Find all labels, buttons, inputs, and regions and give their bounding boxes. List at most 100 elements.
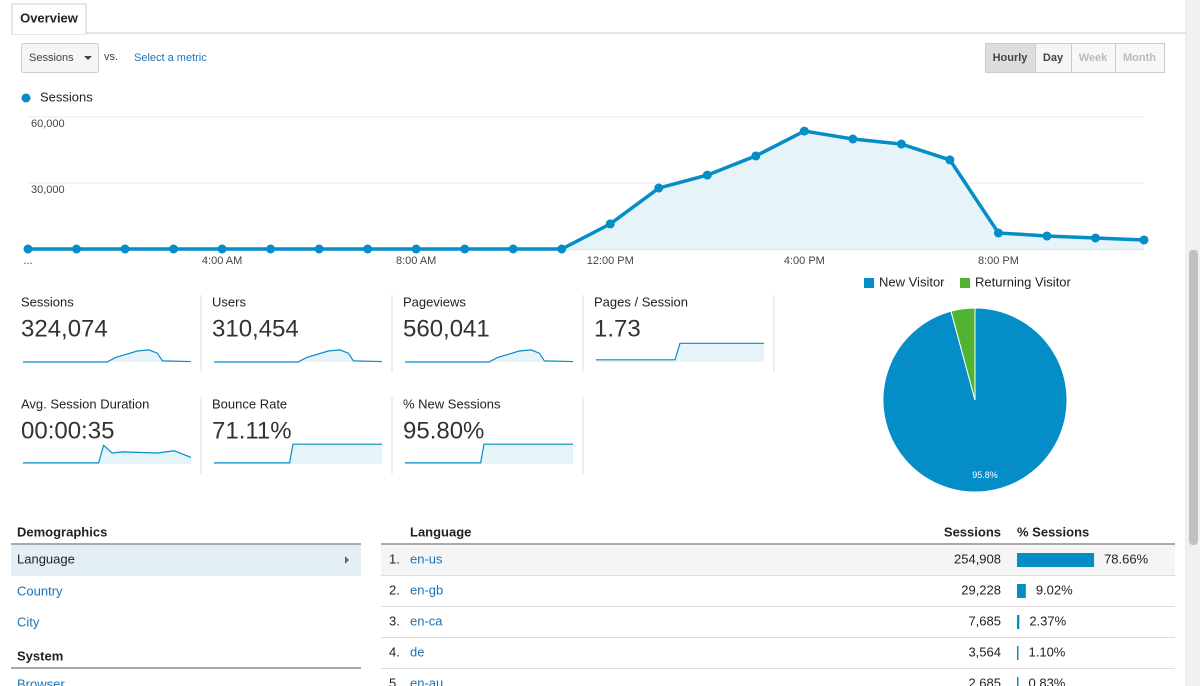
line bbox=[28, 129, 1145, 251]
metric-dropdown-label[interactable]: Sessions bbox=[29, 52, 74, 64]
sparkline bbox=[214, 349, 383, 363]
percent-label: 2.37% bbox=[1029, 613, 1066, 628]
row-language[interactable]: de bbox=[410, 644, 424, 659]
nav-arrow bbox=[345, 556, 349, 564]
percent-label: 0.83% bbox=[1029, 675, 1066, 686]
row-rank: 2. bbox=[389, 582, 400, 597]
scorecard-label: Pages / Session bbox=[594, 294, 688, 309]
scorecard-value: 71.11% bbox=[212, 417, 292, 444]
table-header: Sessions bbox=[944, 524, 1001, 539]
point bbox=[23, 244, 33, 254]
time-button bbox=[1071, 43, 1116, 73]
scorecards: Sessions 324,074 Users 310,454 Pageviews 560,… bbox=[21, 294, 775, 474]
tab-label[interactable]: Overview bbox=[20, 10, 79, 25]
legend-label: New Visitor bbox=[879, 274, 945, 289]
point bbox=[993, 228, 1003, 238]
table-header: % Sessions bbox=[1017, 524, 1089, 539]
scorecard-value: 310,454 bbox=[212, 315, 299, 342]
row-sessions: 3,564 bbox=[968, 644, 1001, 659]
legend-marker bbox=[21, 93, 31, 103]
row-sessions: 254,908 bbox=[954, 551, 1001, 566]
point bbox=[605, 219, 615, 229]
select-metric-link[interactable]: Select a metric bbox=[134, 52, 207, 64]
scorecard-label: Sessions bbox=[21, 294, 74, 309]
row-rank: 3. bbox=[389, 613, 400, 628]
nav-item[interactable]: Country bbox=[17, 583, 63, 598]
percent-label: 1.10% bbox=[1029, 644, 1066, 659]
time-button-label: Month bbox=[1123, 52, 1156, 64]
sparkline-area bbox=[596, 343, 764, 362]
scrollbar-thumb[interactable] bbox=[1189, 250, 1198, 545]
area bbox=[28, 131, 1144, 249]
point bbox=[120, 244, 130, 254]
pie-label: 95.8% bbox=[972, 470, 998, 480]
scorecard-value: 00:00:35 bbox=[21, 417, 114, 444]
point bbox=[1090, 233, 1100, 243]
percent-bar bbox=[1017, 646, 1019, 660]
time-button-label[interactable]: Hourly bbox=[993, 52, 1029, 64]
percent-bar bbox=[1017, 553, 1095, 567]
scorecard-value: 560,041 bbox=[403, 315, 490, 342]
row-language[interactable]: en-ca bbox=[410, 613, 443, 628]
pie-slice bbox=[882, 307, 1068, 493]
sparkline bbox=[23, 349, 192, 363]
scorecard-value: 95.80% bbox=[403, 417, 484, 444]
point bbox=[363, 244, 373, 254]
point bbox=[848, 134, 858, 144]
nav-item[interactable]: City bbox=[17, 614, 40, 629]
sparkline-area bbox=[23, 445, 191, 464]
tab[interactable] bbox=[11, 3, 87, 35]
row-sessions: 2,685 bbox=[968, 675, 1001, 686]
row-language[interactable]: en-us bbox=[410, 551, 443, 566]
point bbox=[460, 244, 470, 254]
row-language[interactable]: en-gb bbox=[410, 582, 443, 597]
table: Language Sessions % Sessions 1. en-us 254,908… bbox=[381, 524, 1175, 686]
scorecard-value: 324,074 bbox=[21, 315, 108, 342]
legend-marker bbox=[864, 278, 874, 288]
point bbox=[411, 244, 421, 254]
row-language[interactable]: en-au bbox=[410, 675, 443, 686]
row-rank: 5. bbox=[389, 675, 400, 686]
percent-bar bbox=[1017, 584, 1026, 598]
table-header: Language bbox=[410, 524, 471, 539]
dropdown-arrow bbox=[84, 56, 92, 60]
point bbox=[702, 170, 712, 180]
legend-label: Sessions bbox=[40, 89, 93, 104]
nav-section-title: System bbox=[17, 648, 63, 663]
sparkline-area bbox=[214, 349, 382, 362]
percent-label: 9.02% bbox=[1036, 582, 1073, 597]
point bbox=[945, 155, 955, 165]
pie-chart: New Visitor Returning Visitor 95.8% bbox=[864, 274, 1072, 493]
point bbox=[654, 183, 664, 193]
sparkline bbox=[405, 349, 574, 363]
legend-label: Returning Visitor bbox=[975, 274, 1072, 289]
sparkline bbox=[23, 444, 192, 464]
time-button bbox=[1115, 43, 1165, 73]
point bbox=[896, 139, 906, 149]
x-tick-label: 8:00 PM bbox=[978, 255, 1019, 267]
time-button-label[interactable]: Day bbox=[1043, 52, 1064, 64]
sparkline-area bbox=[405, 349, 573, 362]
x-tick-label: ... bbox=[23, 255, 32, 267]
nav-item[interactable]: Language bbox=[17, 551, 75, 566]
point bbox=[751, 151, 761, 161]
percent-bar bbox=[1017, 615, 1020, 629]
nav-item[interactable]: Browser bbox=[17, 676, 65, 686]
nav: Demographics Language Country City System Bro… bbox=[11, 524, 361, 686]
x-tick-label: 8:00 AM bbox=[396, 255, 436, 267]
point bbox=[557, 244, 567, 254]
scorecard-label: Users bbox=[212, 294, 246, 309]
scorecard-value: 1.73 bbox=[594, 315, 641, 342]
point bbox=[1042, 231, 1052, 241]
scorecard-label: Bounce Rate bbox=[212, 396, 287, 411]
point bbox=[508, 244, 518, 254]
legend-marker bbox=[960, 278, 970, 288]
point bbox=[217, 244, 227, 254]
metric-dropdown[interactable] bbox=[21, 43, 99, 73]
sparkline-area bbox=[405, 444, 573, 464]
point bbox=[72, 244, 82, 254]
row-sessions: 29,228 bbox=[961, 582, 1001, 597]
time-button[interactable] bbox=[1035, 43, 1072, 73]
